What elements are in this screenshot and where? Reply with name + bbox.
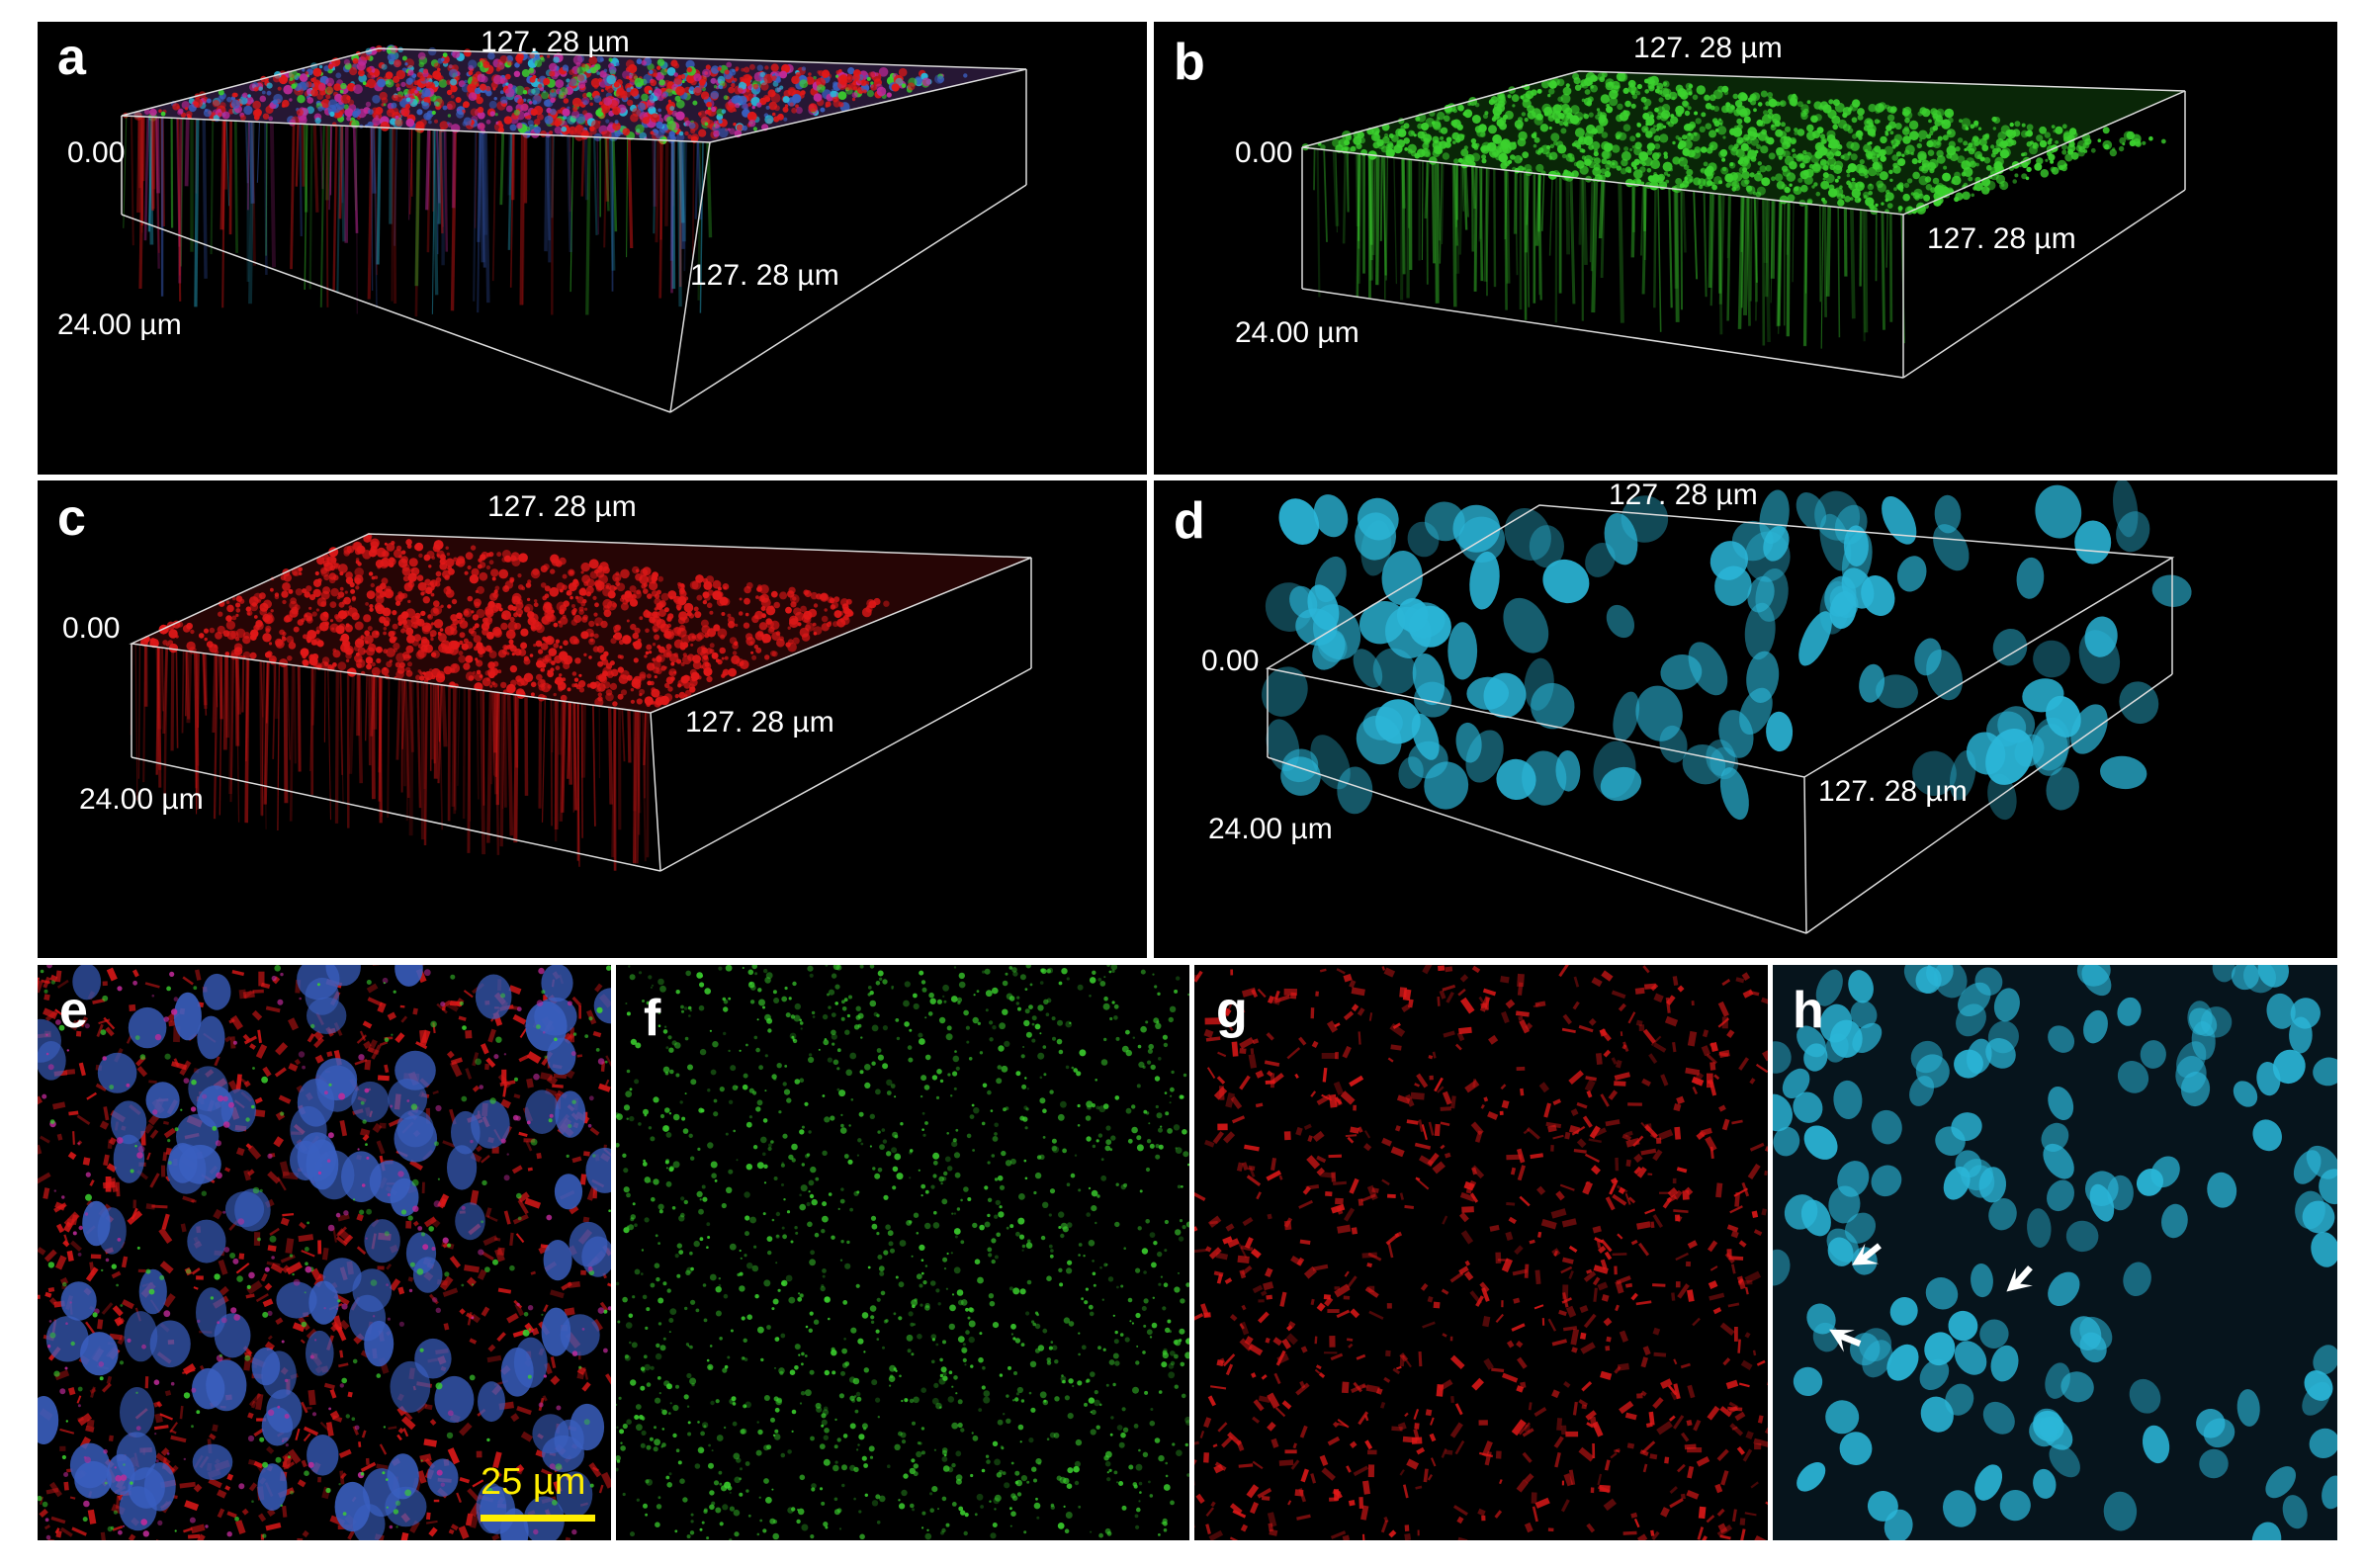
- panel-h-2d-nuclei: h: [1773, 965, 2337, 1540]
- panel-a-letter: a: [57, 29, 86, 86]
- panel-d-depth-label: 24.00 µm: [1208, 813, 1333, 845]
- panel-e-2d-merge: e 25 µm: [38, 965, 611, 1540]
- panel-a-3d-merge: a 127. 28 µm 0.00 127. 28 µm 24.00 µm: [38, 22, 1147, 475]
- panel-d-nuclei: [1262, 480, 2192, 821]
- arrow-1: [1852, 1243, 1882, 1265]
- panel-c-depth-label: 24.00 µm: [79, 783, 204, 816]
- panel-c-side-dimension: 127. 28 µm: [685, 706, 834, 739]
- panel-a-side-dimension: 127. 28 µm: [690, 259, 839, 292]
- panel-g-texture: [1194, 965, 1768, 1540]
- panel-c-3d-red: c 127. 28 µm 0.00 127. 28 µm 24.00 µm: [38, 480, 1147, 958]
- panel-a-origin-label: 0.00: [67, 136, 126, 169]
- panel-c-origin-label: 0.00: [62, 612, 121, 645]
- panel-f-letter: f: [644, 990, 661, 1047]
- panel-f-image: [616, 965, 1189, 1540]
- arrow-2: [1829, 1329, 1862, 1352]
- panel-d-side-dimension: 127. 28 µm: [1818, 775, 1968, 808]
- panel-d-volume: [1262, 480, 2192, 934]
- panel-d-bounding-box: [1265, 504, 2175, 934]
- panel-f-texture: [616, 965, 1189, 1540]
- panel-a-volume: [121, 44, 1027, 413]
- panel-a-depth-label: 24.00 µm: [57, 308, 182, 341]
- panel-b-origin-label: 0.00: [1235, 136, 1293, 169]
- panel-c-top-dimension: 127. 28 µm: [487, 490, 637, 523]
- panel-f-2d-green: f: [616, 965, 1189, 1540]
- panel-d-origin-label: 0.00: [1201, 645, 1260, 677]
- scale-bar-label: 25 µm: [481, 1461, 586, 1503]
- panel-b-letter: b: [1174, 34, 1205, 91]
- scale-bar: [481, 1515, 595, 1522]
- panel-a-streaks: [123, 116, 713, 317]
- panel-b-volume: [1301, 70, 2186, 379]
- panel-b-3d-green: b 127. 28 µm 0.00 127. 28 µm 24.00 µm: [1154, 22, 2337, 475]
- panel-g-image: [1194, 965, 1768, 1540]
- panel-c-volume: [129, 533, 1032, 872]
- panel-c-speckle: [140, 533, 890, 708]
- panel-b-bounding-box: [1301, 70, 2186, 379]
- panel-g-letter: g: [1216, 982, 1248, 1039]
- panel-h-image: [1773, 965, 2337, 1540]
- panel-a-top-dimension: 127. 28 µm: [481, 26, 630, 58]
- panel-a-bounding-box: [121, 47, 1027, 413]
- panel-e-image: [38, 965, 611, 1540]
- panel-g-2d-red: g: [1194, 965, 1768, 1540]
- panel-d-letter: d: [1174, 492, 1205, 550]
- panel-b-streaks: [1313, 148, 1905, 349]
- panel-b-speckle: [1301, 71, 2166, 216]
- panel-h-letter: h: [1793, 982, 1824, 1039]
- panel-c-bounding-box: [129, 533, 1032, 872]
- panel-b-top-dimension: 127. 28 µm: [1633, 32, 1783, 64]
- panel-e-texture: [38, 965, 611, 1540]
- panel-b-side-dimension: 127. 28 µm: [1927, 222, 2076, 255]
- panel-e-letter: e: [59, 982, 88, 1039]
- panel-c-letter: c: [57, 489, 86, 547]
- panel-d-3d-nuclei: d 127. 28 µm 0.00 127. 28 µm 24.00 µm: [1154, 480, 2337, 958]
- panel-d-top-dimension: 127. 28 µm: [1609, 480, 1758, 511]
- panel-h-texture: [1773, 965, 2337, 1540]
- arrow-3: [2006, 1265, 2033, 1292]
- panel-h-arrows: [1829, 1243, 2033, 1352]
- panel-a-speckle: [123, 44, 968, 145]
- panel-b-depth-label: 24.00 µm: [1235, 316, 1359, 349]
